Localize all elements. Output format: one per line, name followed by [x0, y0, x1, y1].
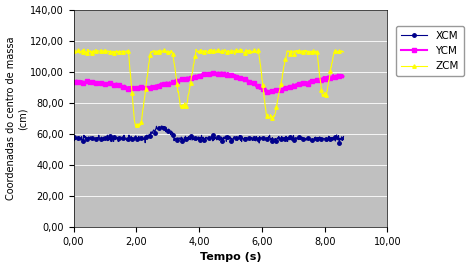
XCM: [158, 124, 164, 128]
X-axis label: Tempo (s): Tempo (s): [200, 252, 261, 262]
XCM: [70, 135, 76, 138]
XCM: [118, 137, 124, 141]
ZCM: [341, 50, 346, 54]
YCM: [341, 75, 346, 78]
ZCM: [231, 49, 236, 52]
XCM: [230, 139, 236, 143]
ZCM: [141, 101, 147, 104]
YCM: [230, 75, 236, 78]
ZCM: [119, 50, 125, 53]
YCM: [193, 74, 198, 77]
Line: YCM: YCM: [72, 70, 345, 95]
ZCM: [81, 47, 87, 51]
XCM: [251, 139, 257, 142]
Legend: XCM, YCM, ZCM: XCM, YCM, ZCM: [396, 26, 464, 76]
ZCM: [70, 49, 76, 53]
YCM: [251, 83, 257, 87]
Y-axis label: Coordenadas do centro de massa
(cm): Coordenadas do centro de massa (cm): [6, 37, 27, 200]
ZCM: [133, 125, 139, 129]
YCM: [118, 85, 124, 88]
YCM: [70, 81, 76, 84]
XCM: [341, 135, 346, 138]
XCM: [193, 137, 199, 140]
Line: XCM: XCM: [72, 124, 345, 145]
YCM: [212, 70, 218, 73]
XCM: [257, 142, 262, 145]
ZCM: [252, 50, 258, 53]
YCM: [267, 92, 273, 95]
XCM: [275, 136, 281, 139]
XCM: [140, 137, 146, 140]
YCM: [275, 88, 281, 91]
ZCM: [275, 98, 281, 101]
YCM: [140, 85, 146, 88]
Line: ZCM: ZCM: [72, 47, 345, 129]
ZCM: [194, 49, 199, 52]
